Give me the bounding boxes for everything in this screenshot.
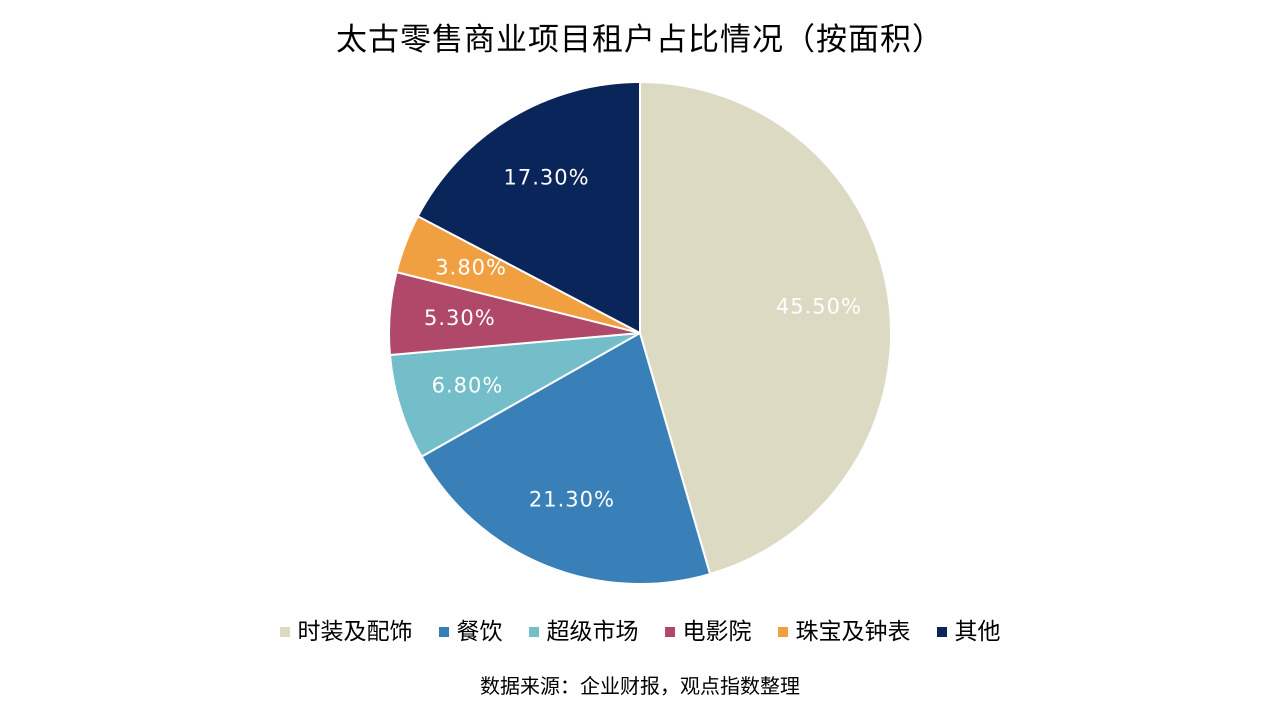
legend-item: 餐饮 [438, 612, 503, 652]
pie-data-label: 17.30% [504, 165, 590, 189]
legend-swatch [528, 627, 539, 637]
legend-swatch [936, 627, 947, 637]
pie-data-label: 3.80% [435, 256, 507, 280]
pie-data-label: 5.30% [424, 306, 496, 330]
legend-item: 超级市场 [528, 612, 639, 652]
pie-slice [420, 331, 712, 585]
legend: 时装及配饰 餐饮 超级市场 电影院 珠宝及钟表 其他 [0, 612, 1280, 652]
legend-swatch [777, 627, 788, 637]
pie-chart: 45.50% 21.30% 6.80% 5.30% 3.80% 17.30% [388, 80, 892, 585]
legend-item: 珠宝及钟表 [777, 612, 911, 652]
legend-swatch [664, 627, 675, 637]
legend-label: 珠宝及钟表 [795, 619, 911, 645]
legend-label: 餐饮 [456, 619, 503, 645]
legend-item: 电影院 [664, 612, 752, 652]
legend-label: 时装及配饰 [297, 619, 413, 645]
pie-data-label: 21.30% [529, 487, 615, 511]
legend-label: 电影院 [682, 619, 752, 645]
pie-slices [388, 80, 892, 585]
chart-title: 太古零售商业项目租户占比情况（按面积） [336, 22, 944, 58]
pie-data-label: 6.80% [432, 374, 504, 398]
pie-slice [416, 80, 641, 335]
legend-item: 时装及配饰 [279, 612, 413, 652]
pie-data-label: 45.50% [776, 295, 862, 319]
legend-label: 超级市场 [546, 619, 639, 645]
pie-data-labels: 45.50% 21.30% 6.80% 5.30% 3.80% 17.30% [424, 165, 862, 511]
source-note: 数据来源：企业财报，观点指数整理 [480, 674, 800, 698]
pie-slice [639, 80, 892, 576]
pie-slice [388, 332, 641, 459]
legend-item: 其他 [936, 612, 1001, 652]
legend-swatch [438, 627, 449, 637]
legend-swatch [279, 627, 290, 637]
legend-label: 其他 [954, 619, 1001, 645]
